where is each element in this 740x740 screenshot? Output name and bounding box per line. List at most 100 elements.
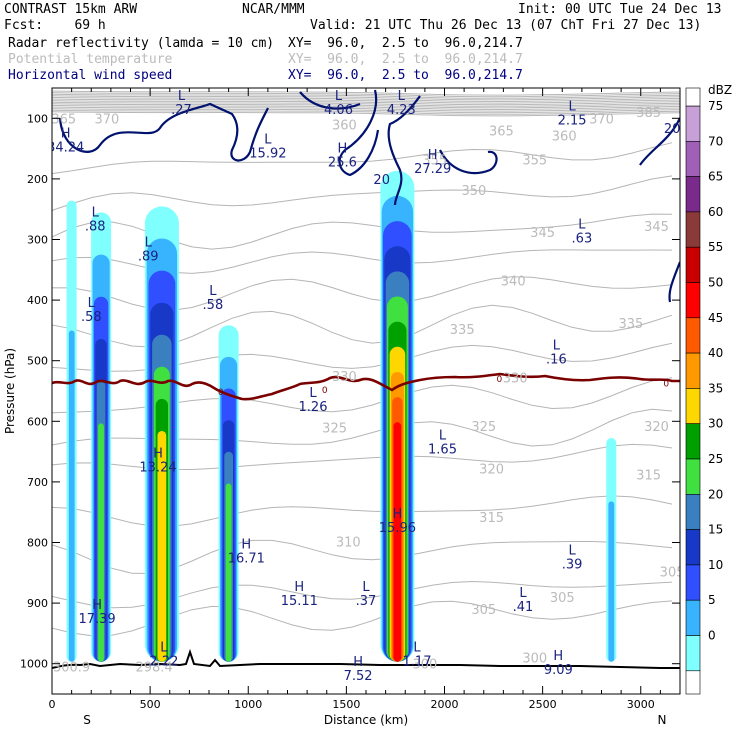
x-axis: 0 500 1000 1500 2000 2500 3000 xyxy=(49,88,661,711)
colorbar-swatch xyxy=(685,529,701,566)
theta-band-line xyxy=(52,90,680,96)
wind-extremum: H7.52 xyxy=(344,655,373,684)
x-tick-label: 2500 xyxy=(529,698,557,711)
wind-extremum: L.88 xyxy=(85,205,106,234)
wind-extremum-type: L xyxy=(309,386,317,401)
theta-label: 305 xyxy=(660,566,685,581)
wind-extremum-type: H xyxy=(553,649,563,664)
reflectivity-level xyxy=(68,330,75,662)
theta-band-line xyxy=(52,95,680,101)
x-tick-label: 1500 xyxy=(332,698,360,711)
wind-extremum-value: 2.15 xyxy=(558,113,587,128)
wind-extremum-type: L xyxy=(398,89,406,104)
forecast-hour: Fcst: 69 h xyxy=(4,18,106,33)
colorbar-level-label: 75 xyxy=(708,99,723,113)
colorbar-level-label: 55 xyxy=(708,240,723,254)
x-tick-label: 500 xyxy=(140,698,161,711)
wind-extremum-value: .63 xyxy=(572,231,593,246)
wind-extremum: L2.22 xyxy=(149,640,178,669)
theta-label: 365 xyxy=(489,124,514,139)
theta-label: 298.4 xyxy=(135,661,172,676)
wind-extremum-type: L xyxy=(578,217,586,232)
wind-extremum-value: 15.96 xyxy=(379,521,416,536)
wind-extremum-type: L xyxy=(264,133,272,148)
theta-label: 300 xyxy=(522,652,547,667)
wind-extremum-value: 4.06 xyxy=(324,103,353,118)
theta-label: 305 xyxy=(471,603,496,618)
theta-contour-line xyxy=(52,175,673,235)
colorbar-swatch xyxy=(685,176,701,213)
x-tick-label: 3000 xyxy=(627,698,655,711)
colorbar-swatch xyxy=(685,599,701,636)
colorbar-level-label: 10 xyxy=(708,558,723,572)
theta-contour-line xyxy=(52,495,673,550)
theta-label: 320 xyxy=(479,463,504,478)
field-wind: Horizontal wind speed xyxy=(8,68,172,83)
theta-label: 360 xyxy=(332,118,357,133)
wind-extremum-value: 4.23 xyxy=(387,103,416,118)
theta-band-line xyxy=(52,98,680,104)
wind-extremum-type: H xyxy=(393,507,403,522)
colorbar-level-label: 15 xyxy=(708,523,723,537)
x-axis-south-label: S xyxy=(83,713,91,727)
wind-extremum: L2.15 xyxy=(558,99,587,128)
wind-extremum-value: 17.39 xyxy=(78,612,115,627)
x-tick-label: 0 xyxy=(49,698,56,711)
colorbar-level-label: 70 xyxy=(708,134,723,148)
theta-label: 350 xyxy=(461,184,486,199)
colorbar-level-label: 50 xyxy=(708,276,723,290)
colorbar-level-label: 5 xyxy=(708,593,716,607)
theta-contour-line xyxy=(52,377,673,440)
colorbar-level-label: 35 xyxy=(708,381,723,395)
theta-contour-line xyxy=(52,580,673,630)
theta-contour-line xyxy=(52,213,673,270)
theta-band-line xyxy=(52,106,680,112)
reflectivity-core xyxy=(91,212,112,662)
reflectivity-level xyxy=(98,423,104,662)
theta-contour-line xyxy=(52,249,673,298)
org-label: NCAR/MMM xyxy=(242,2,305,17)
wind-extremum: L.41 xyxy=(513,586,534,615)
reflectivity-level xyxy=(393,422,402,662)
stratosphere-theta-bands xyxy=(52,90,680,117)
wind-extremum-value: 15.92 xyxy=(249,147,286,162)
terrain-surface xyxy=(52,648,680,669)
field-theta: Potential temperature xyxy=(8,52,173,67)
wind-extremum-value: .37 xyxy=(356,594,377,609)
wind-extremum-type: L xyxy=(553,339,561,354)
colorbar-swatch xyxy=(685,246,701,283)
reflectivity-core xyxy=(606,438,617,662)
colorbar-level-label: 45 xyxy=(708,311,723,325)
reflectivity-cores xyxy=(66,170,617,662)
wind-extremum-value: 2.22 xyxy=(149,654,178,669)
theta-label: 340 xyxy=(501,275,526,290)
wind-extremum-value: 15.11 xyxy=(281,594,318,609)
theta-contours xyxy=(52,142,673,655)
wind-extremum-value: .88 xyxy=(85,219,106,234)
y-tick-label: 700 xyxy=(27,476,48,489)
theta-contour-line xyxy=(52,539,673,590)
theta-band-line xyxy=(52,108,680,114)
wind-extremum-type: H xyxy=(294,580,304,595)
wind-extremum-type: H xyxy=(61,127,71,142)
valid-time: Valid: 21 UTC Thu 26 Dec 13 (07 ChT Fri … xyxy=(310,18,701,33)
wind-extremum: L15.92 xyxy=(249,133,286,162)
wind-extremum-type: L xyxy=(88,296,96,311)
wind-extremum: L.16 xyxy=(546,339,567,368)
wind-extremum: L.63 xyxy=(572,217,593,246)
theta-band-line xyxy=(52,101,680,107)
theta-label: 345 xyxy=(530,226,555,241)
theta-label: 325 xyxy=(471,420,496,435)
wind-speed-contour xyxy=(58,89,680,303)
y-tick-label: 300 xyxy=(27,234,48,247)
y-tick-label: 600 xyxy=(27,415,48,428)
theta-band-line xyxy=(52,109,680,115)
reflectivity-level xyxy=(225,483,232,662)
x-tick-label: 2000 xyxy=(431,698,459,711)
wind-contour-label: 20 xyxy=(664,122,681,137)
colorbar-level-label: 30 xyxy=(708,417,723,431)
wind-extremum-type: L xyxy=(413,640,421,655)
